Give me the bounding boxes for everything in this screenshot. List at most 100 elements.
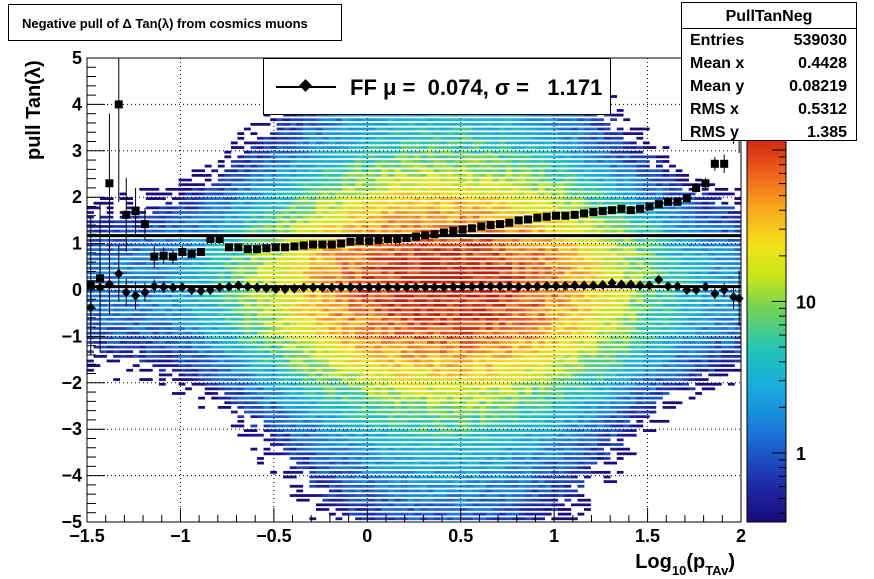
- heatmap-cell: [250, 373, 258, 377]
- heatmap-cell: [204, 164, 212, 168]
- heatmap-cell: [492, 494, 500, 497]
- heatmap-cell: [446, 429, 454, 432]
- heatmap-cell: [335, 517, 343, 521]
- heatmap-cell: [420, 470, 428, 474]
- heatmap-cell: [394, 424, 402, 428]
- heatmap-cell: [145, 354, 153, 358]
- heatmap-cell: [93, 229, 101, 233]
- heatmap-cell: [387, 313, 395, 316]
- heatmap-cell: [119, 280, 127, 284]
- heatmap-cell: [472, 118, 480, 122]
- heatmap-cell: [119, 252, 127, 256]
- heatmap-cell: [119, 220, 127, 224]
- heatmap-cell: [276, 382, 284, 386]
- heatmap-cell: [263, 262, 271, 265]
- heatmap-cell: [368, 266, 376, 270]
- heatmap-cell: [374, 303, 382, 307]
- heatmap-cell: [211, 276, 219, 279]
- heatmap-cell: [250, 327, 258, 330]
- heatmap-cell: [224, 401, 232, 405]
- heatmap-cell: [459, 178, 467, 182]
- heatmap-cell: [361, 461, 369, 465]
- heatmap-cell: [381, 132, 389, 136]
- heatmap-cell: [296, 313, 304, 316]
- heatmap-cell: [361, 457, 369, 460]
- heatmap-cell: [328, 512, 336, 516]
- heatmap-cell: [505, 345, 513, 349]
- heatmap-cell: [243, 313, 251, 316]
- heatmap-cell: [342, 317, 349, 321]
- heatmap-cell: [185, 192, 192, 196]
- heatmap-cell: [355, 475, 362, 479]
- heatmap-cell: [355, 354, 362, 358]
- heatmap-cell: [387, 243, 395, 247]
- heatmap-cell: [113, 336, 120, 340]
- heatmap-cell: [309, 141, 317, 145]
- heatmap-cell: [381, 266, 389, 270]
- heatmap-cell: [499, 183, 506, 187]
- heatmap-cell: [518, 424, 526, 428]
- heatmap-cell: [335, 457, 343, 460]
- heatmap-cell: [518, 470, 526, 474]
- heatmap-cell: [420, 401, 428, 405]
- heatmap-cell: [368, 174, 376, 177]
- heatmap-cell: [315, 290, 323, 293]
- heatmap-cell: [348, 424, 356, 428]
- heatmap-cell: [322, 122, 330, 126]
- heatmap-cell: [472, 345, 480, 349]
- heatmap-cell: [139, 215, 147, 219]
- heatmap-cell: [296, 127, 304, 131]
- heatmap-cell: [407, 322, 415, 326]
- heatmap-cell: [387, 317, 395, 321]
- heatmap-cell: [440, 252, 447, 256]
- heatmap-cell: [472, 410, 480, 414]
- heatmap-cell: [263, 266, 271, 270]
- heatmap-cell: [263, 150, 271, 154]
- heatmap-cell: [302, 438, 310, 442]
- heatmap-cell: [302, 392, 310, 395]
- heatmap-cell: [440, 118, 447, 122]
- heatmap-cell: [126, 327, 134, 330]
- heatmap-cell: [315, 341, 323, 344]
- heatmap-cell: [368, 155, 376, 159]
- heatmap-cell: [328, 276, 336, 279]
- heatmap-cell: [505, 415, 513, 419]
- heatmap-cell: [479, 243, 487, 247]
- heatmap-cell: [387, 178, 395, 182]
- heatmap-cell: [485, 211, 493, 214]
- heatmap-cell: [427, 243, 434, 247]
- heatmap-cell: [355, 494, 362, 497]
- heatmap-cell: [315, 197, 323, 200]
- heatmap-cell: [158, 313, 166, 316]
- heatmap-cell: [381, 113, 389, 117]
- heatmap-cell: [243, 206, 251, 210]
- heatmap-cell: [414, 406, 421, 409]
- heatmap-cell: [427, 438, 434, 442]
- heatmap-cell: [361, 498, 369, 502]
- heatmap-cell: [217, 178, 225, 182]
- heatmap-cell: [178, 280, 186, 284]
- heatmap-cell: [342, 308, 349, 312]
- heatmap-cell: [315, 480, 323, 484]
- heatmap-cell: [368, 276, 376, 279]
- heatmap-cell: [328, 419, 336, 423]
- heatmap-cell: [93, 364, 101, 368]
- heatmap-cell: [315, 150, 323, 154]
- heatmap-cell: [512, 146, 519, 149]
- heatmap-cell: [276, 299, 284, 303]
- heatmap-cell: [342, 290, 349, 293]
- heatmap-cell: [283, 266, 291, 270]
- heatmap-cell: [250, 308, 258, 312]
- heatmap-cell: [433, 466, 441, 470]
- heatmap-cell: [315, 466, 323, 470]
- heatmap-cell: [257, 401, 264, 405]
- heatmap-cell: [368, 396, 376, 400]
- heatmap-cell: [289, 113, 297, 117]
- heatmap-cell: [361, 252, 369, 256]
- heatmap-cell: [342, 392, 349, 395]
- heatmap-cell: [283, 410, 291, 414]
- heatmap-cell: [427, 169, 434, 173]
- heatmap-cell: [165, 373, 173, 377]
- heatmap-cell: [289, 252, 297, 256]
- heatmap-cell: [263, 303, 271, 307]
